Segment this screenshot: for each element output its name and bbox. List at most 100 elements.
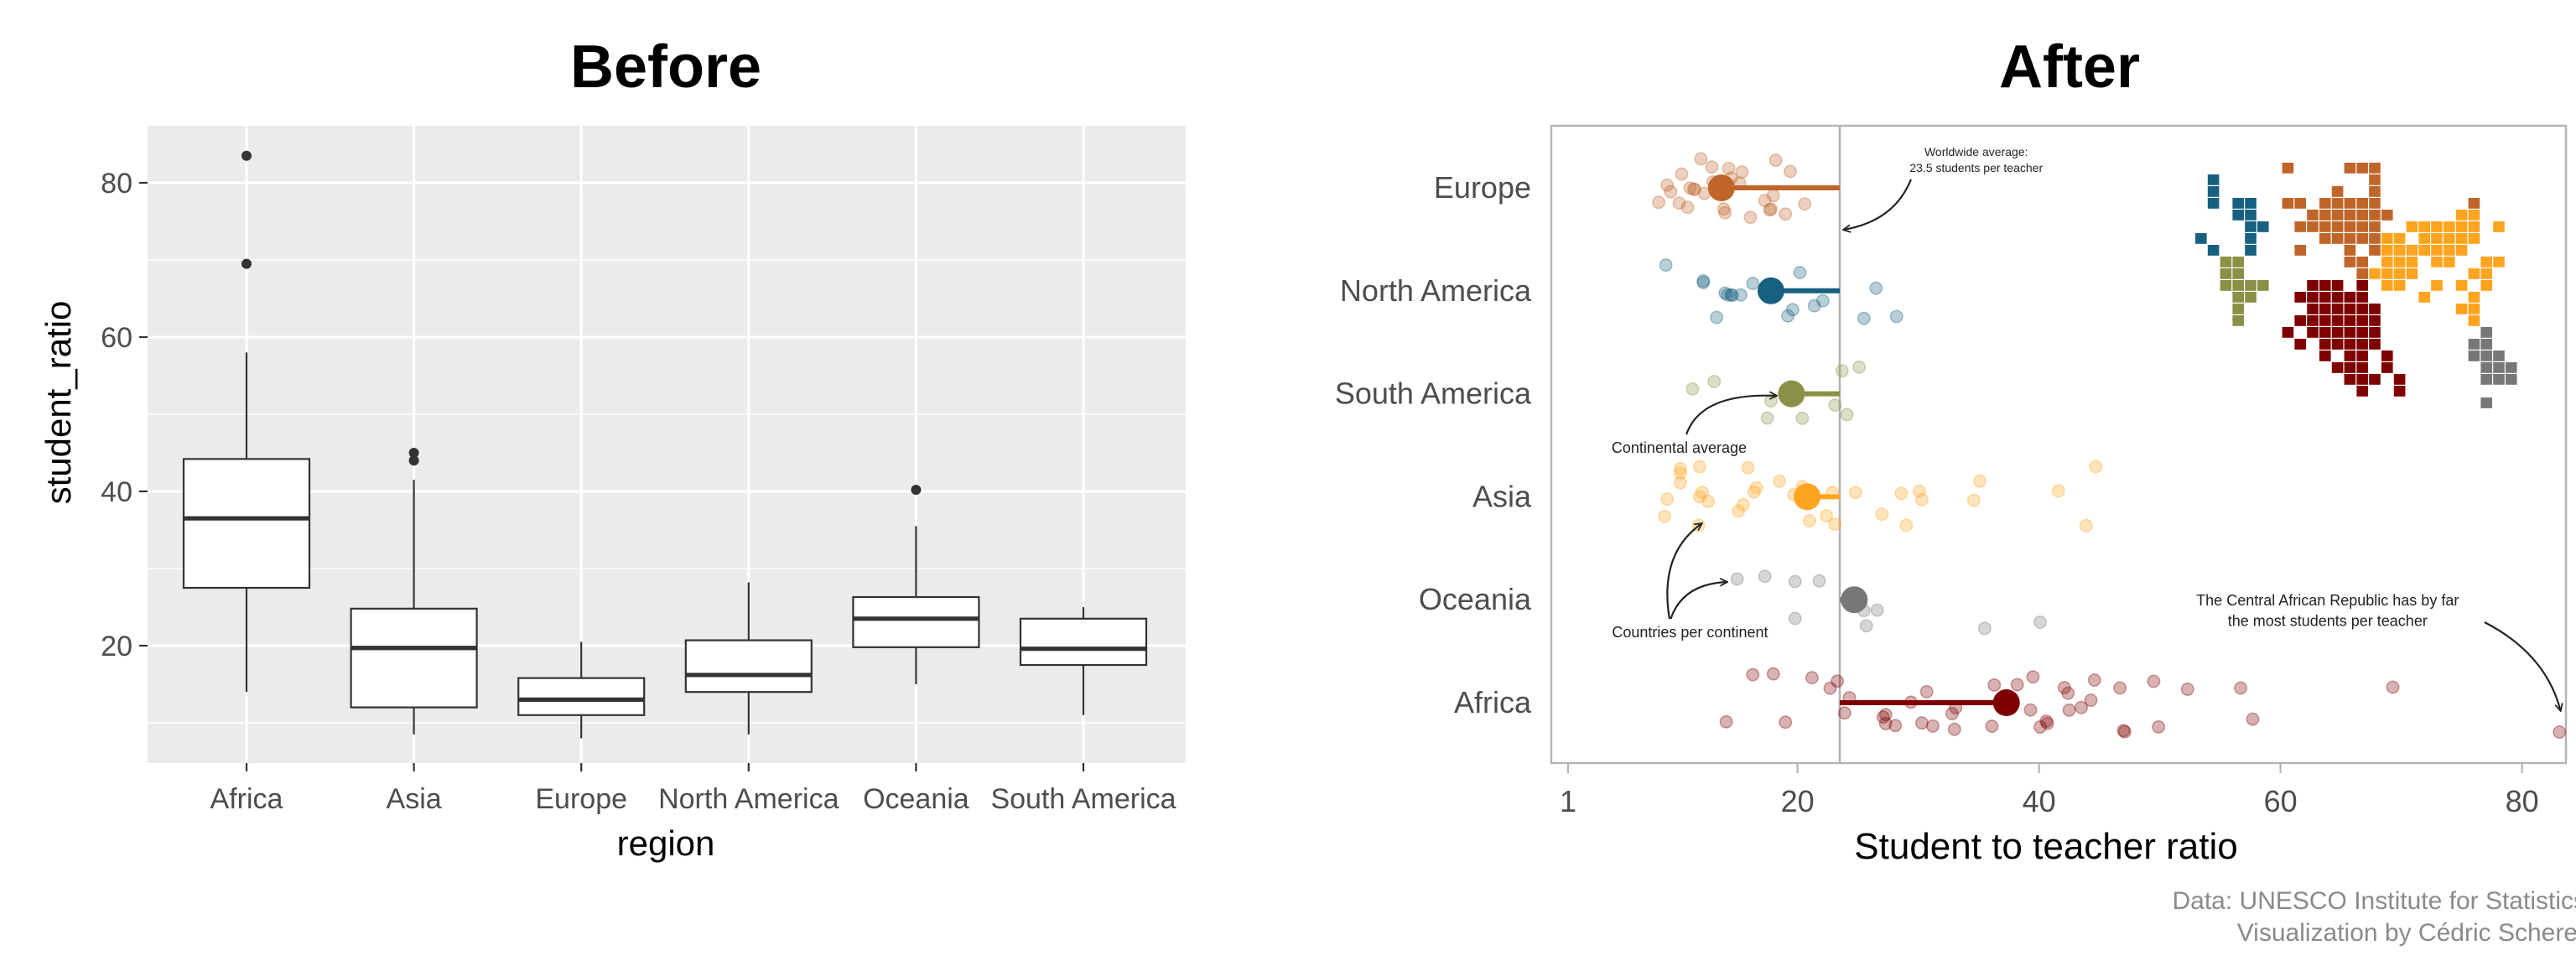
country-point [1823, 681, 1837, 695]
country-point [1658, 509, 1672, 523]
country-point [2010, 678, 2024, 692]
country-point [1763, 394, 1778, 408]
map-tile [2468, 339, 2480, 350]
continental-average-annotation: Continental average [1612, 439, 1747, 456]
map-tile [2356, 386, 2368, 397]
country-point [2033, 615, 2048, 629]
country-point [1660, 178, 1675, 192]
map-tile [2356, 351, 2368, 361]
map-tile [2319, 233, 2331, 244]
country-point [1763, 203, 1777, 217]
country-point [1680, 200, 1695, 215]
map-tile [2344, 339, 2356, 350]
map-tile [2418, 245, 2430, 256]
map-tile [2406, 221, 2418, 232]
country-point [2051, 484, 2065, 498]
map-tile [2493, 362, 2505, 373]
map-tile [2444, 221, 2455, 232]
country-point [1889, 309, 1903, 324]
country-point [1718, 286, 1732, 300]
map-tile [2344, 163, 2356, 174]
country-point [1664, 184, 1678, 199]
map-tile [2369, 304, 2381, 314]
country-point [1758, 569, 1772, 584]
map-tile [2319, 198, 2331, 209]
country-point [1899, 518, 1914, 532]
country-point [1807, 299, 1821, 313]
map-tile [2344, 351, 2356, 361]
outlier-point [911, 485, 922, 496]
country-point [1685, 382, 1700, 396]
country-point [1692, 460, 1706, 474]
continental-average-point [1778, 380, 1805, 408]
after-x-title: Student to teacher ratio [1854, 826, 2237, 867]
country-point [1870, 603, 1884, 617]
map-tile [2319, 221, 2331, 232]
map-tile [2369, 268, 2381, 279]
country-point [1741, 460, 1755, 475]
series-north-america [1659, 258, 1903, 325]
map-tile [2444, 233, 2455, 244]
country-point [1766, 189, 1780, 203]
map-tile [2319, 339, 2331, 350]
box-south-america [1019, 607, 1148, 715]
x-tick-label: South America [990, 783, 1176, 815]
country-point [1746, 276, 1760, 290]
map-tile [2381, 362, 2393, 373]
country-point [2057, 680, 2071, 694]
continental-average-point [1841, 586, 1868, 614]
map-tile [2369, 327, 2381, 338]
map-tile [2455, 245, 2468, 256]
map-tile [2245, 221, 2257, 232]
country-point [1730, 572, 1744, 586]
country-point [2033, 719, 2048, 734]
country-point [1716, 202, 1731, 216]
country-point [1721, 288, 1735, 302]
x-tick-label: Europe [535, 783, 627, 815]
country-point [1779, 715, 1793, 730]
country-point [2084, 693, 2098, 708]
map-tile [2356, 280, 2368, 291]
map-tile [2245, 292, 2257, 303]
country-point [1788, 611, 1802, 626]
countries-arrow-asia [1666, 523, 1701, 620]
map-tile [2245, 280, 2257, 291]
map-tile [2381, 245, 2393, 256]
country-point [1683, 181, 1697, 195]
map-tile [2331, 362, 2344, 373]
map-tile [2381, 210, 2393, 221]
country-point [1793, 266, 1807, 280]
map-tile [2294, 221, 2306, 232]
country-point [2089, 460, 2103, 474]
map-tile [2468, 198, 2480, 209]
caption-credit: Visualization by Cédric Scherer [2237, 919, 2576, 947]
map-tile [2220, 257, 2232, 267]
country-point [1673, 461, 1687, 475]
country-point [1848, 486, 1862, 500]
map-tile [2406, 257, 2418, 267]
map-tile [2381, 268, 2393, 279]
map-tile [2344, 362, 2356, 373]
map-tile [2220, 268, 2232, 279]
y-tick-label: Europe [1434, 170, 1531, 205]
country-point [1735, 165, 1749, 179]
country-point [1945, 707, 1959, 721]
country-point [1987, 678, 2002, 692]
map-tile [2468, 292, 2480, 303]
map-tile [2232, 304, 2244, 314]
map-tile [2369, 374, 2381, 385]
y-tick-label: 40 [101, 476, 132, 508]
country-point [2087, 673, 2101, 688]
map-tile [2480, 257, 2492, 267]
countries-arrow-oceania [1670, 582, 1727, 620]
country-point [2113, 681, 2127, 695]
country-point [1878, 708, 1893, 722]
map-tile [2294, 198, 2306, 209]
map-tile [2356, 233, 2368, 244]
series-asia [1658, 460, 2103, 532]
map-tile [2369, 198, 2381, 209]
country-point [1688, 182, 1702, 196]
worldwide-average-annotation: 23.5 students per teacher [1909, 161, 2043, 174]
y-tick-label: 80 [101, 168, 132, 200]
